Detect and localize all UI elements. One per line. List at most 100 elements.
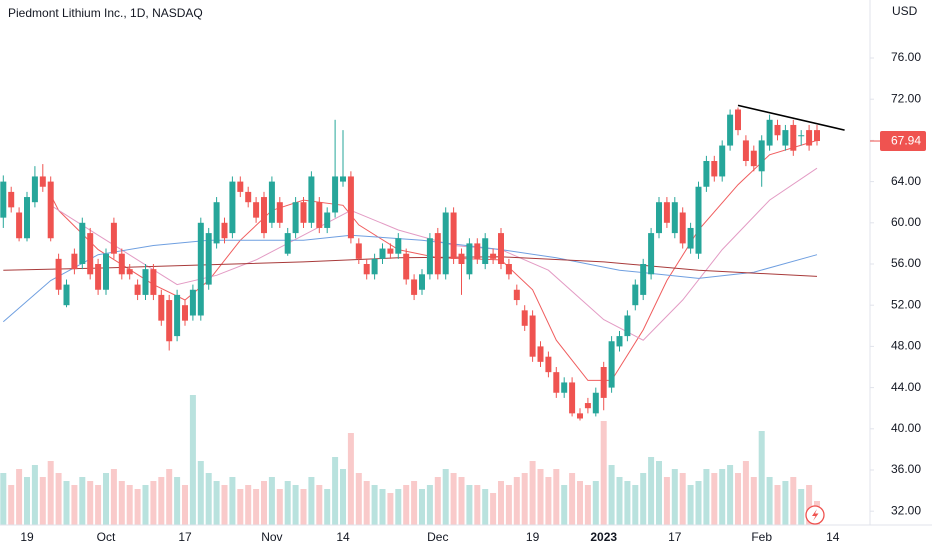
volume-bar (379, 489, 386, 525)
volume-bar (766, 477, 773, 525)
y-tick-label: 52.00 (891, 297, 921, 311)
candle-body (663, 202, 670, 223)
volume-bar (553, 469, 560, 525)
candle-body (16, 212, 23, 239)
candle-body (237, 181, 244, 192)
volume-bar (671, 469, 678, 525)
y-tick-label: 44.00 (891, 380, 921, 394)
candle-body (521, 310, 528, 326)
candle-body (300, 202, 307, 223)
x-tick-label: 17 (178, 530, 192, 544)
volume-bar (332, 457, 339, 525)
candle-body (308, 176, 315, 223)
volume-bar (284, 481, 291, 525)
x-tick-label: 2023 (590, 530, 617, 544)
candle-body (458, 253, 465, 264)
candle-body (442, 212, 449, 275)
x-tick-label: 17 (668, 530, 682, 544)
candle-body (245, 191, 252, 203)
axes-layer: 32.00 36.00 40.00 44.00 48.00 52.00 56.00 60.00… (20, 50, 921, 544)
candle-body (110, 222, 117, 254)
candle-body (577, 413, 583, 419)
y-tick-label: 36.00 (891, 462, 921, 476)
volume-bar (758, 431, 765, 525)
volume-bar (253, 489, 260, 525)
volume-bar (31, 465, 38, 525)
candle-body (371, 258, 378, 275)
x-tick-label: Dec (427, 530, 448, 544)
candle-body (182, 305, 188, 321)
candle-body (268, 181, 275, 223)
candle-body (379, 248, 386, 259)
volume-bar (411, 481, 418, 525)
volume-bar (221, 485, 228, 525)
volume-bar (782, 481, 789, 525)
volume-bar (158, 477, 165, 525)
volume-bar (719, 469, 726, 525)
candle-body (490, 253, 497, 259)
volume-bar (774, 485, 781, 525)
candle-body (150, 269, 157, 295)
volume-bar (648, 457, 655, 525)
volume-bar (174, 477, 181, 525)
volume-bar (458, 477, 465, 525)
candle-body (719, 145, 726, 177)
volume-layer (0, 395, 820, 525)
candle-body (142, 269, 149, 295)
candle-body (166, 300, 173, 342)
candle-body (276, 202, 283, 223)
moving-average (2, 234, 818, 323)
y-tick-label: 64.00 (891, 174, 921, 188)
candle-body (205, 233, 212, 285)
candle-body (261, 197, 267, 234)
candle-body (63, 284, 70, 306)
icon-bolt[interactable] (812, 509, 819, 521)
volume-bar (189, 395, 196, 525)
candle-body (608, 341, 615, 388)
volume-bar (474, 485, 481, 525)
volume-bar (703, 469, 710, 525)
candle-body (55, 258, 62, 290)
volume-bar (16, 469, 23, 525)
volume-bar (276, 489, 283, 525)
candle-body (537, 346, 544, 362)
y-tick-label: 56.00 (891, 256, 921, 270)
volume-bar (790, 477, 797, 525)
candle-body (600, 367, 607, 398)
candle-body (158, 294, 165, 321)
volume-bar (632, 485, 639, 525)
candle-body (324, 212, 331, 228)
candle-body (545, 356, 552, 373)
candle-body (735, 109, 741, 131)
volume-bar (434, 477, 441, 525)
candle-body (790, 124, 797, 151)
candle-body (118, 253, 125, 275)
y-tick-label: 76.00 (891, 50, 921, 64)
candle-body (434, 233, 441, 275)
volume-bar (450, 473, 457, 525)
candle-body (411, 279, 418, 295)
volume-bar (537, 469, 544, 525)
volume-bar (39, 477, 46, 525)
y-tick-label: 48.00 (891, 339, 921, 353)
volume-bar (47, 461, 54, 525)
volume-bar (387, 493, 394, 525)
volume-bar (268, 477, 275, 525)
volume-bar (71, 485, 78, 525)
candle-body (71, 253, 78, 270)
candle-body (174, 294, 181, 337)
replay-icon[interactable] (805, 505, 825, 525)
volume-bar (521, 473, 528, 525)
x-tick-label: Oct (97, 530, 116, 544)
candle-body (31, 176, 38, 203)
volume-bar (466, 485, 473, 525)
candle-body (727, 114, 734, 146)
volume-bar (727, 465, 734, 525)
volume-bar (806, 485, 813, 525)
volume-bar (371, 485, 378, 525)
volume-bar (735, 473, 741, 525)
volume-bar (711, 473, 718, 525)
candle-body (616, 336, 623, 347)
candle-body (758, 140, 765, 172)
